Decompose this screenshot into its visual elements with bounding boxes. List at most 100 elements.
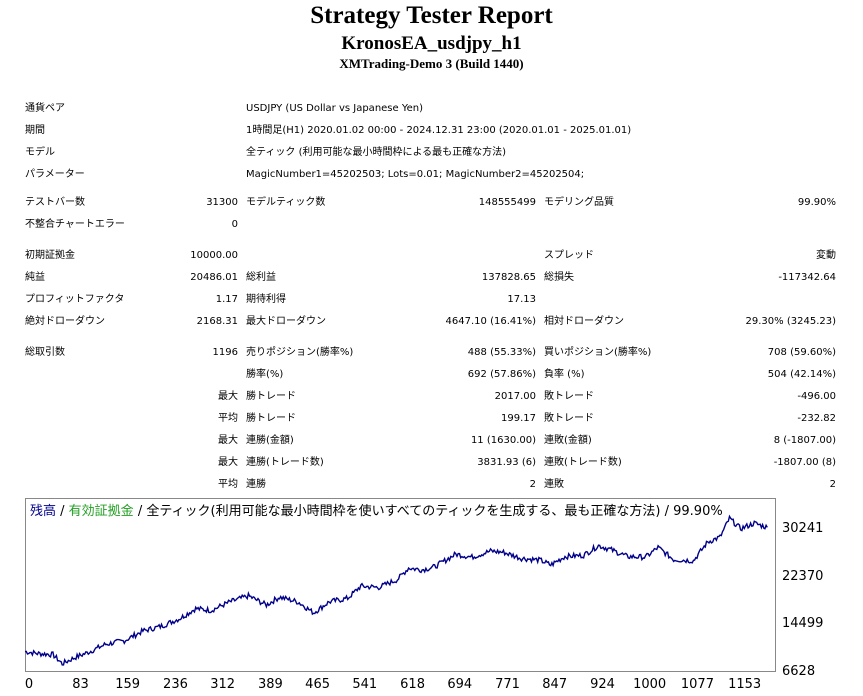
avg-word: 平均 <box>218 479 238 490</box>
x-tick-label: 83 <box>72 677 89 692</box>
pair-value: USDJPY (US Dollar vs Japanese Yen) <box>246 103 424 114</box>
balance-chart <box>25 514 768 666</box>
profit-factor-label: プロフィットファクタ <box>25 294 125 305</box>
gross-loss-label: 総損失 <box>544 272 574 283</box>
max-drawdown-value: 4647.10 (16.41%) <box>445 316 536 327</box>
long-positions-label: 買いポジション(勝率%) <box>544 347 652 358</box>
max-word: 最大 <box>218 435 238 446</box>
avg-win-value: 199.17 <box>501 413 536 424</box>
avg-consec-losses-label: 連敗 <box>544 479 564 490</box>
period-label: 期間 <box>25 125 45 136</box>
avg-consec-losses-value: 2 <box>829 479 836 490</box>
y-tick-label: 14499 <box>782 616 824 632</box>
report-title: Strategy Tester Report <box>310 2 553 29</box>
gross-profit-value: 137828.65 <box>481 272 536 283</box>
mismatch-value: 0 <box>231 219 238 230</box>
avg-consec-wins-label: 連勝 <box>246 479 266 490</box>
abs-drawdown-label: 絶対ドローダウン <box>25 316 105 327</box>
period-value: 1時間足(H1) 2020.01.02 00:00 - 2024.12.31 2… <box>246 125 632 136</box>
y-tick-label: 6628 <box>782 664 816 679</box>
short-positions-value: 488 (55.33%) <box>467 347 536 358</box>
mismatch-label: 不整合チャートエラー <box>25 219 125 230</box>
legend-separator: / <box>56 504 69 519</box>
x-tick-label: 1153 <box>728 677 762 692</box>
x-tick-label: 389 <box>258 677 283 692</box>
x-tick-label: 924 <box>590 677 615 692</box>
avg-loss-label: 敗トレード <box>544 413 594 424</box>
spread-label: スプレッド <box>544 250 594 261</box>
avg-loss-value: -232.82 <box>797 413 836 424</box>
x-tick-label: 236 <box>163 677 188 692</box>
short-positions-label: 売りポジション(勝率%) <box>246 347 354 358</box>
long-positions-value: 708 (59.60%) <box>767 347 836 358</box>
params-label: パラメーター <box>25 169 85 180</box>
max-consec-losses-value: 8 (-1807.00) <box>773 435 836 446</box>
max-consec-wins-value: 11 (1630.00) <box>470 435 536 446</box>
ticks-value: 148555499 <box>478 197 536 208</box>
abs-drawdown-value: 2168.31 <box>196 316 238 327</box>
model-value: 全ティック (利用可能な最小時間枠による最も正確な方法) <box>246 147 507 158</box>
rel-drawdown-value: 29.30% (3245.23) <box>745 316 836 327</box>
deposit-label: 初期証拠金 <box>25 250 75 261</box>
ticks-label: モデルティック数 <box>246 197 326 208</box>
quality-label: モデリング品質 <box>544 197 614 208</box>
avg-consec-wins-value: 2 <box>529 479 536 490</box>
x-tick-label: 312 <box>210 677 236 692</box>
bars-value: 31300 <box>206 197 238 208</box>
max-word: 最大 <box>218 391 238 402</box>
max-consec-loss-label: 連敗(トレード数) <box>544 457 622 468</box>
loss-rate-value: 504 (42.14%) <box>767 369 836 380</box>
largest-loss-value: -496.00 <box>797 391 836 402</box>
pair-label: 通貨ペア <box>25 103 65 114</box>
x-tick-label: 694 <box>447 677 473 692</box>
largest-loss-label: 敗トレード <box>544 391 594 402</box>
legend-equity: 有効証拠金 <box>68 504 134 519</box>
bars-label: テストバー数 <box>25 197 85 208</box>
spread-value: 変動 <box>816 250 836 261</box>
expert-advisor-name: KronosEA_usdjpy_h1 <box>341 33 522 54</box>
x-tick-label: 771 <box>495 677 520 692</box>
rel-drawdown-label: 相対ドローダウン <box>544 316 624 327</box>
max-consec-losses-label: 連敗(金額) <box>544 435 592 446</box>
net-profit-label: 純益 <box>25 272 45 283</box>
y-tick-label: 30241 <box>782 521 824 536</box>
model-label: モデル <box>25 147 55 158</box>
legend-description: / 全ティック(利用可能な最小時間枠を使いすべてのティックを生成する、最も正確な… <box>133 504 723 519</box>
largest-win-value: 2017.00 <box>494 391 536 402</box>
params-value: MagicNumber1=45202503; Lots=0.01; MagicN… <box>246 169 585 180</box>
max-word: 最大 <box>218 457 238 468</box>
x-tick-label: 159 <box>115 677 141 692</box>
y-tick-label: 22370 <box>782 568 824 584</box>
balance-line <box>25 514 768 666</box>
chart-legend: 残高 / 有効証拠金 / 全ティック(利用可能な最小時間枠を使いすべてのティック… <box>30 504 723 520</box>
max-consec-wins-label: 連勝(金額) <box>246 435 294 446</box>
gross-loss-value: -117342.64 <box>778 272 836 283</box>
avg-win-label: 勝トレード <box>246 413 296 424</box>
x-tick-label: 618 <box>400 677 425 692</box>
win-rate-label: 勝率(%) <box>246 369 284 380</box>
win-rate-value: 692 (57.86%) <box>467 369 536 380</box>
x-tick-label: 0 <box>24 677 34 692</box>
total-trades-value: 1196 <box>212 347 238 358</box>
max-consec-loss-value: -1807.00 (8) <box>773 457 836 468</box>
x-tick-label: 465 <box>305 677 331 692</box>
total-trades-label: 総取引数 <box>25 347 65 358</box>
balance-chart-frame <box>25 498 776 672</box>
max-consec-profit-value: 3831.93 (6) <box>477 457 536 468</box>
x-tick-label: 847 <box>542 677 568 692</box>
net-profit-value: 20486.01 <box>190 272 238 283</box>
profit-factor-value: 1.17 <box>215 294 238 305</box>
largest-win-label: 勝トレード <box>246 391 296 402</box>
x-tick-label: 1077 <box>680 677 714 692</box>
max-drawdown-label: 最大ドローダウン <box>246 316 326 327</box>
deposit-value: 10000.00 <box>190 250 238 261</box>
gross-profit-label: 総利益 <box>246 272 276 283</box>
avg-word: 平均 <box>218 413 238 424</box>
expected-payoff-label: 期待利得 <box>246 294 286 305</box>
server-build: XMTrading-Demo 3 (Build 1440) <box>339 56 524 71</box>
x-tick-label: 541 <box>352 677 378 692</box>
legend-balance: 残高 <box>30 504 57 519</box>
expected-payoff-value: 17.13 <box>507 294 536 305</box>
quality-value: 99.90% <box>797 197 836 208</box>
max-consec-profit-label: 連勝(トレード数) <box>246 457 324 468</box>
